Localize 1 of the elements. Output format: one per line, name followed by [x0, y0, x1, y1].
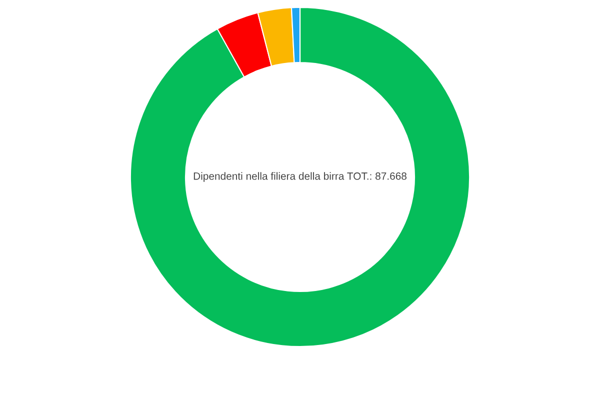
text: Dipendenti nella filiera della birra TOT.: 87.668: [194, 172, 406, 182]
